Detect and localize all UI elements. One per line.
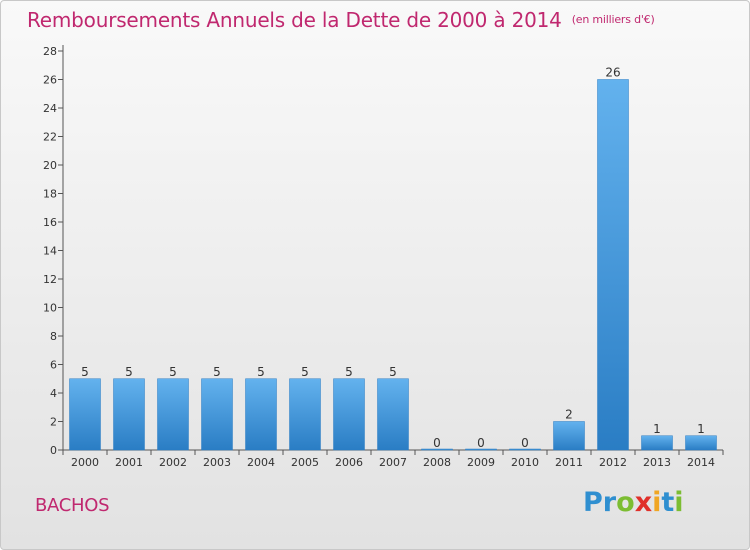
x-tick-label: 2011 [555,456,583,469]
y-tick-label: 20 [43,159,57,172]
bar[interactable] [377,378,409,451]
data-label: 0 [477,436,485,450]
bar[interactable] [289,378,321,451]
logo-letter: t [661,487,675,518]
chart-unit: (en milliers d'€) [571,13,655,26]
data-label: 5 [345,365,353,379]
logo-letter: o [616,487,635,518]
bar[interactable] [157,378,189,451]
x-tick-label: 2004 [247,456,275,469]
x-tick-label: 2008 [423,456,451,469]
y-tick-label: 8 [50,330,57,343]
x-tick-label: 2010 [511,456,539,469]
y-tick-label: 24 [43,102,57,115]
x-tick-label: 2009 [467,456,495,469]
bar[interactable] [509,448,541,451]
x-tick-label: 2014 [687,456,715,469]
logo-letter: x [634,487,653,518]
bar[interactable] [69,378,101,451]
y-tick-label: 26 [43,74,57,87]
bar[interactable] [685,435,717,451]
bars [69,79,717,451]
y-tick-label: 18 [43,188,57,201]
data-label: 0 [521,436,529,450]
logo-letter: P [583,487,603,518]
y-tick-label: 22 [43,131,57,144]
data-label: 1 [697,422,705,436]
x-tick-label: 2006 [335,456,363,469]
data-label: 2 [565,408,573,422]
bar[interactable] [641,435,673,451]
x-tick-label: 2012 [599,456,627,469]
y-tick-label: 4 [50,387,57,400]
logo-letter: r [602,487,617,518]
data-label: 5 [213,365,221,379]
data-label: 5 [125,365,133,379]
bar[interactable] [421,448,453,451]
y-tick-label: 28 [43,45,57,58]
bar[interactable] [201,378,233,451]
y-tick-label: 6 [50,359,57,372]
logo-letter: i [674,487,684,518]
x-tick-label: 2002 [159,456,187,469]
x-tick-label: 2000 [71,456,99,469]
data-label: 26 [605,66,620,80]
data-labels: 5 5 5 5 5 5 5 5 0 0 0 2 26 1 1 [81,66,705,451]
bar[interactable] [113,378,145,451]
x-axis: 2000 2001 2002 2003 2004 2005 2006 2007 2008 2009… [62,449,724,469]
y-tick-label: 2 [50,416,57,429]
x-tick-label: 2005 [291,456,319,469]
x-tick-label: 2001 [115,456,143,469]
chart-title: Remboursements Annuels de la Dette de 20… [27,8,655,32]
data-label: 5 [389,365,397,379]
y-tick-label: 14 [43,245,57,258]
bar[interactable] [597,79,629,451]
y-tick-label: 0 [50,444,57,457]
commune-name: BACHOS [35,495,110,516]
x-tick-label: 2003 [203,456,231,469]
data-label: 5 [301,365,309,379]
bar[interactable] [553,421,585,451]
data-label: 0 [433,436,441,450]
data-label: 5 [169,365,177,379]
bar[interactable] [465,448,497,451]
bar[interactable] [245,378,277,451]
y-tick-label: 12 [43,273,57,286]
bar[interactable] [333,378,365,451]
data-label: 1 [653,422,661,436]
y-tick-label: 10 [43,302,57,315]
y-tick-label: 16 [43,216,57,229]
data-label: 5 [81,365,89,379]
x-tick-label: 2007 [379,456,407,469]
x-tick-label: 2013 [643,456,671,469]
logo-letter: i [652,487,662,518]
chart-title-text: Remboursements Annuels de la Dette de 20… [27,8,562,32]
data-label: 5 [257,365,265,379]
proxiti-logo[interactable]: Proxiti [583,487,684,518]
